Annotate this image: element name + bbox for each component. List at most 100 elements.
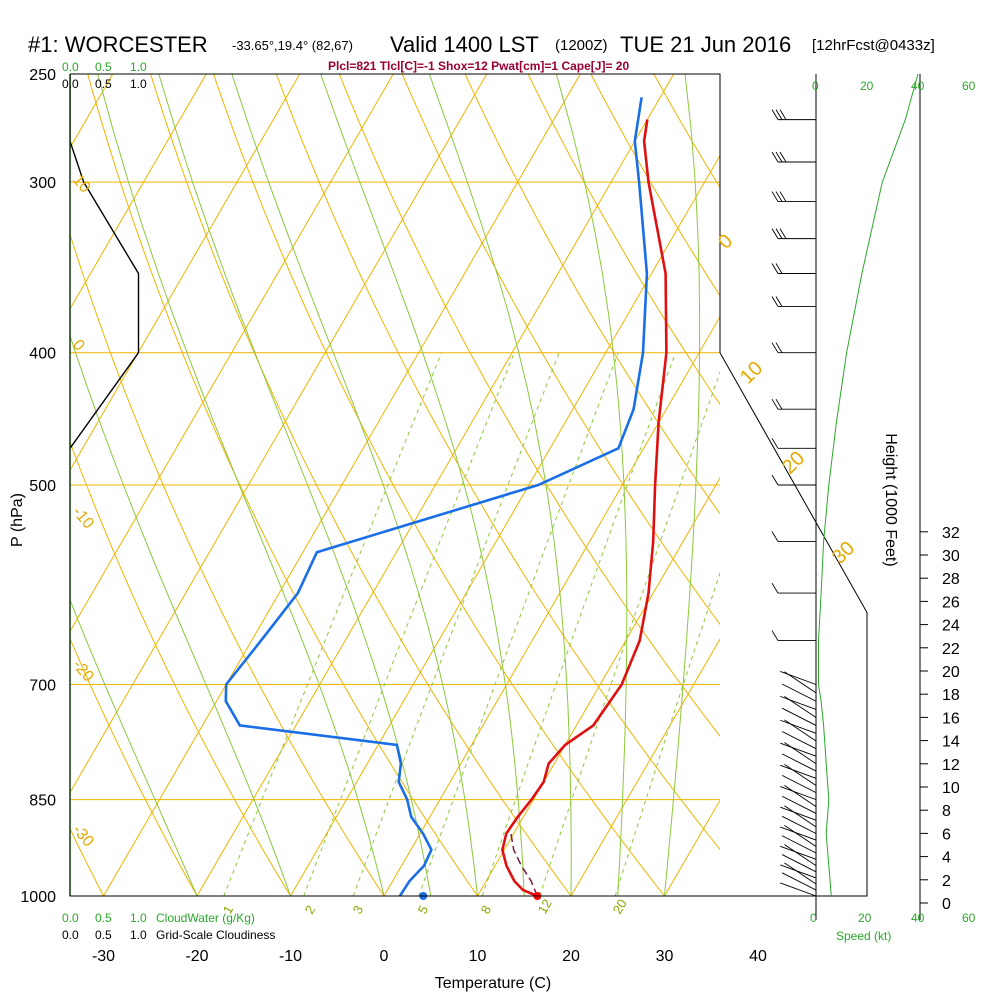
temperature-tick-label: -20 xyxy=(185,948,208,965)
temperature-tick-label: 10 xyxy=(469,948,487,965)
frame-outline xyxy=(69,73,868,897)
wind-barb-flag xyxy=(775,342,783,353)
isotherm--60 xyxy=(70,74,301,472)
wind-barb xyxy=(784,862,817,885)
moist-adiabat-0 xyxy=(97,74,385,896)
moist-adiabat-30 xyxy=(664,74,701,896)
theta-label-right: 0 xyxy=(714,230,737,253)
pressure-tick-label: 400 xyxy=(29,346,56,363)
mixing-ratio-3 xyxy=(352,352,560,896)
utc-time: (1200Z) xyxy=(555,37,608,54)
cloudiness-profile xyxy=(70,74,140,449)
pressure-tick-label: 700 xyxy=(29,678,56,695)
isotherm--10 xyxy=(290,154,720,896)
cloudwater-bottom-2: 1.0 xyxy=(130,911,147,925)
moist-adiabat-25 xyxy=(555,74,628,896)
isotherm--40 xyxy=(70,74,488,794)
speed-top-40: 40 xyxy=(911,79,925,93)
wind-barb xyxy=(780,764,817,779)
wind-barb xyxy=(780,742,817,757)
y-axis-label: P (hPa) xyxy=(9,493,26,547)
valid-time: Valid 1400 LST xyxy=(390,32,539,57)
wind-barb xyxy=(781,707,817,726)
pressure-tick-label: 1000 xyxy=(20,889,56,906)
station-coords: -33.65°,19.4° (82,67) xyxy=(232,38,353,53)
dry-adiabat--30 xyxy=(70,827,105,896)
speed-top-0: 0 xyxy=(812,79,819,93)
height-tick-label: 2 xyxy=(942,873,951,890)
wind-barb-flag xyxy=(775,398,783,410)
speed-bottom-60: 60 xyxy=(962,911,976,925)
wind-barb-flag xyxy=(779,191,787,202)
wind-barb-flag xyxy=(775,228,783,239)
isotherm-0 xyxy=(383,315,720,896)
mixing-ratio-label: 2 xyxy=(302,903,319,917)
isotherm-50 xyxy=(852,74,1000,896)
dry-adiabat-30 xyxy=(212,74,666,896)
wind-barb xyxy=(781,854,817,873)
wind-barb xyxy=(780,826,817,841)
wind-barb-flag xyxy=(779,228,787,239)
wind-barb-flag xyxy=(775,263,783,274)
plot-frame xyxy=(69,73,868,897)
wind-barb-flag xyxy=(771,531,779,542)
height-tick-label: 4 xyxy=(942,850,951,867)
wind-barb xyxy=(780,671,817,685)
wind-barb-flag xyxy=(775,109,783,120)
isotherm--90 xyxy=(0,74,19,896)
dry-adiabat--40 xyxy=(0,50,24,925)
wind-barb xyxy=(781,753,817,772)
isotherm-10 xyxy=(477,476,720,896)
speed-bottom-0: 0 xyxy=(810,911,817,925)
dry-adiabat-80 xyxy=(527,74,720,406)
wind-barb-flag xyxy=(775,191,783,202)
height-tick-label: 18 xyxy=(942,687,960,704)
temperature-tick-label: 0 xyxy=(380,948,389,965)
cloudiness-bottom-2: 1.0 xyxy=(130,928,147,942)
wind-barb xyxy=(781,815,817,834)
moist-adiabat--10 xyxy=(70,334,291,896)
wind-barb-flag xyxy=(775,296,783,307)
station-title: #1: WORCESTER xyxy=(28,32,208,57)
temperature-profile xyxy=(501,119,668,898)
wind-barb-flag xyxy=(771,630,779,641)
theta-label-left: -30 xyxy=(69,822,97,851)
height-tick-label: 8 xyxy=(942,803,951,820)
height-tick-label: 22 xyxy=(942,641,960,658)
mixing-ratio-20 xyxy=(614,571,720,896)
height-tick-label: 26 xyxy=(942,594,960,611)
wind-barb-flag xyxy=(775,151,783,163)
x-axis-label: Temperature (C) xyxy=(435,975,551,992)
wind-barb-flag xyxy=(771,263,779,274)
temperature-tick-label: -10 xyxy=(279,948,302,965)
cloudwater-bottom-1: 0.5 xyxy=(95,911,112,925)
wind-barb-flag xyxy=(771,398,779,410)
wind-barb xyxy=(780,806,817,821)
pressure-tick-label: 500 xyxy=(29,478,56,495)
wind-barb xyxy=(780,786,817,801)
wind-barb-flag xyxy=(779,151,787,163)
height-tick-label: 10 xyxy=(942,780,960,797)
isotherm--50 xyxy=(70,74,394,633)
mixing-ratio-8 xyxy=(481,352,676,896)
dewpoint-profile xyxy=(224,97,649,897)
theta-label-left: -20 xyxy=(69,657,97,686)
dry-adiabat--20 xyxy=(70,637,198,896)
height-tick-label: 28 xyxy=(942,571,960,588)
wind-barb xyxy=(780,882,817,897)
height-tick-label: 20 xyxy=(942,664,960,681)
cloudiness-top-2: 1.0 xyxy=(130,77,147,91)
temperature-tick-label: 30 xyxy=(656,948,674,965)
wind-barb-flag xyxy=(771,296,779,307)
cloudwater-top-0: 0.0 xyxy=(62,60,79,74)
height-tick-label: 30 xyxy=(942,548,960,565)
valid-date: TUE 21 Jun 2016 xyxy=(620,32,791,57)
moist-adiabat--20 xyxy=(70,598,198,896)
dry-adiabat-0 xyxy=(70,232,385,896)
wind-barb xyxy=(780,695,817,710)
dry-adiabat-10 xyxy=(87,74,479,896)
cloudiness-label: Grid-Scale Cloudiness xyxy=(156,928,275,942)
theta-label-left: 0 xyxy=(69,337,88,355)
cloudwater-bottom-0: 0.0 xyxy=(62,911,79,925)
